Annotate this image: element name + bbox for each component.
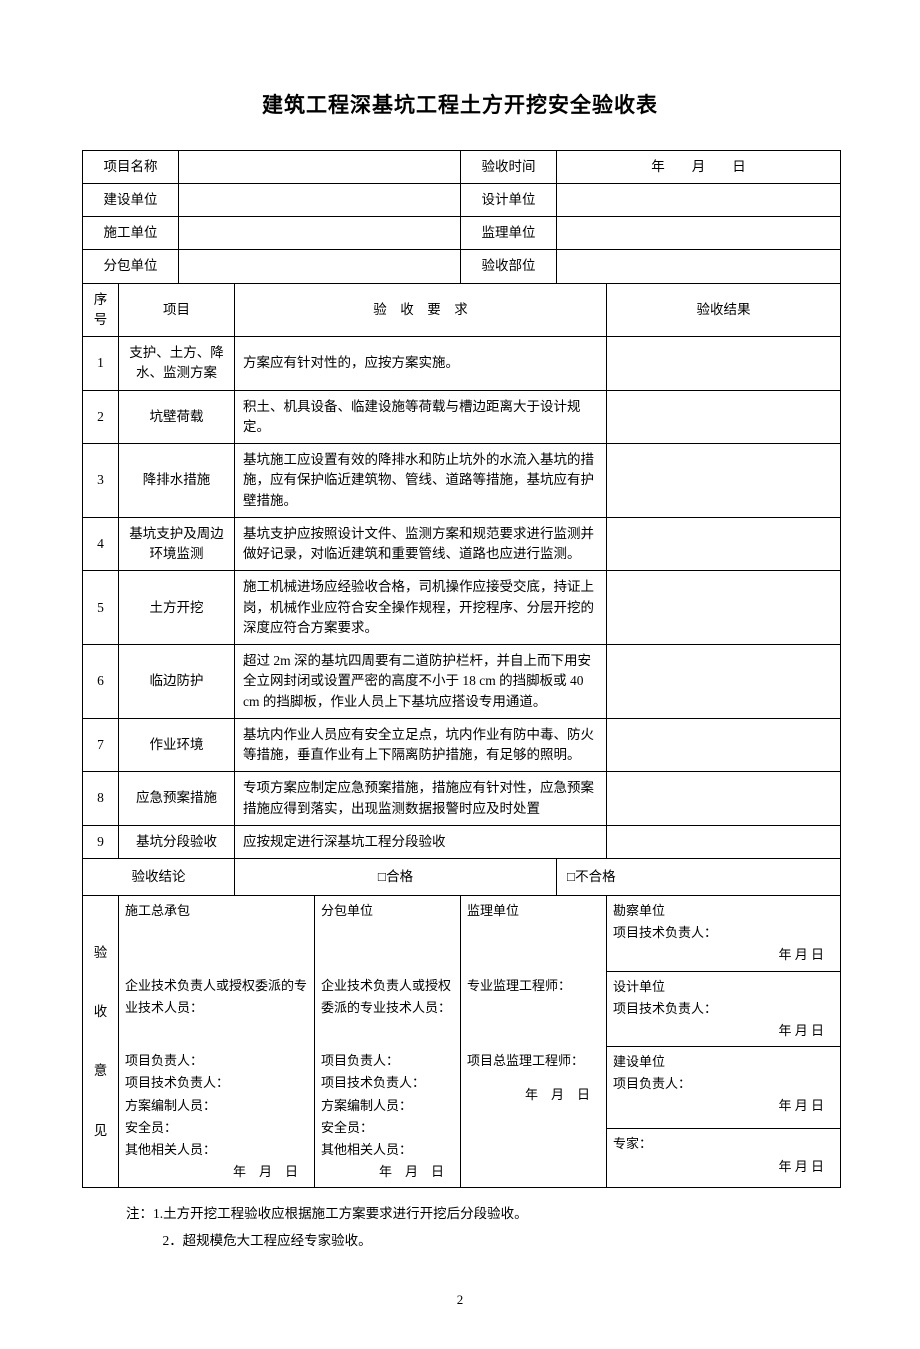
item-req: 基坑内作业人员应有安全立足点，坑内作业有防中毒、防火等措施，垂直作业有上下隔离防… xyxy=(235,718,607,772)
sig-col2-line1[interactable]: 企业技术负责人或授权委派的专业技术人员： xyxy=(315,971,461,1046)
item-name: 应急预案措施 xyxy=(119,772,235,826)
item-name: 支护、土方、降水、监测方案 xyxy=(119,337,235,391)
opinion-vert-label: 验 收 意 见 xyxy=(83,896,119,1188)
label-accept-part: 验收部位 xyxy=(461,250,557,283)
item-seq: 5 xyxy=(83,571,119,645)
item-name: 临边防护 xyxy=(119,645,235,719)
note-1: 注：1.土方开挖工程验收应根据施工方案要求进行开挖后分段验收。 xyxy=(126,1200,838,1227)
row-conclusion: 验收结论 □合格 □不合格 xyxy=(83,859,841,896)
item-name: 土方开挖 xyxy=(119,571,235,645)
item-req: 专项方案应制定应急预案措施，措施应有针对性，应急预案措施应得到落实，出现监测数据… xyxy=(235,772,607,826)
item-req: 施工机械进场应经验收合格，司机操作应接受交底，持证上岗，机械作业应符合安全操作规… xyxy=(235,571,607,645)
note-2: 2．超规模危大工程应经专家验收。 xyxy=(126,1227,838,1254)
sig-col1-line2[interactable]: 项目负责人： 项目技术负责人： 方案编制人员： 安全员： 其他相关人员： 年 月… xyxy=(119,1046,315,1187)
item-row-8: 8 应急预案措施 专项方案应制定应急预案措施，措施应有针对性，应急预案措施应得到… xyxy=(83,772,841,826)
item-name: 作业环境 xyxy=(119,718,235,772)
acceptance-form: 项目名称 验收时间 年 月 日 建设单位 设计单位 施工单位 监理单位 分包单位… xyxy=(82,150,841,1188)
item-req: 方案应有针对性的，应按方案实施。 xyxy=(235,337,607,391)
item-result[interactable] xyxy=(607,718,841,772)
row-col-header: 序号 项目 验 收 要 求 验收结果 xyxy=(83,283,841,337)
label-construct-unit: 施工单位 xyxy=(83,217,179,250)
item-row-1: 1 支护、土方、降水、监测方案 方案应有针对性的，应按方案实施。 xyxy=(83,337,841,391)
sig-col1-line1[interactable]: 企业技术负责人或授权委派的专业技术人员： xyxy=(119,971,315,1046)
notes-block: 注：1.土方开挖工程验收应根据施工方案要求进行开挖后分段验收。 2．超规模危大工… xyxy=(82,1200,838,1254)
sig-col2-title: 分包单位 xyxy=(315,896,461,971)
item-req: 基坑支护应按照设计文件、监测方案和规范要求进行监测并做好记录，对临近建筑和重要管… xyxy=(235,517,607,571)
sig-col2-line2[interactable]: 项目负责人： 项目技术负责人： 方案编制人员： 安全员： 其他相关人员： 年 月… xyxy=(315,1046,461,1187)
item-seq: 1 xyxy=(83,337,119,391)
col-req: 验 收 要 求 xyxy=(235,283,607,337)
item-name: 基坑分段验收 xyxy=(119,825,235,858)
item-seq: 7 xyxy=(83,718,119,772)
item-result[interactable] xyxy=(607,444,841,518)
item-row-9: 9 基坑分段验收 应按规定进行深基坑工程分段验收 xyxy=(83,825,841,858)
sig-col4-d[interactable]: 专家： 年 月 日 xyxy=(607,1129,841,1187)
row-build-unit: 建设单位 设计单位 xyxy=(83,183,841,216)
value-sub-unit[interactable] xyxy=(179,250,461,283)
label-build-unit: 建设单位 xyxy=(83,183,179,216)
item-result[interactable] xyxy=(607,517,841,571)
item-result[interactable] xyxy=(607,337,841,391)
col-item: 项目 xyxy=(119,283,235,337)
value-accept-time[interactable]: 年 月 日 xyxy=(557,150,841,183)
item-req: 应按规定进行深基坑工程分段验收 xyxy=(235,825,607,858)
sig-col3-line2[interactable]: 项目总监理工程师： 年 月 日 xyxy=(461,1046,607,1187)
item-result[interactable] xyxy=(607,825,841,858)
sig-col4-c[interactable]: 建设单位 项目负责人： 年 月 日 xyxy=(607,1046,841,1129)
row-opinion-line2: 项目负责人： 项目技术负责人： 方案编制人员： 安全员： 其他相关人员： 年 月… xyxy=(83,1046,841,1129)
page-number: 2 xyxy=(82,1290,838,1310)
label-accept-time: 验收时间 xyxy=(461,150,557,183)
item-row-7: 7 作业环境 基坑内作业人员应有安全立足点，坑内作业有防中毒、防火等措施，垂直作… xyxy=(83,718,841,772)
item-row-4: 4 基坑支护及周边环境监测 基坑支护应按照设计文件、监测方案和规范要求进行监测并… xyxy=(83,517,841,571)
row-sub-unit: 分包单位 验收部位 xyxy=(83,250,841,283)
item-name: 基坑支护及周边环境监测 xyxy=(119,517,235,571)
item-row-2: 2 坑壁荷载 积土、机具设备、临建设施等荷载与槽边距离大于设计规定。 xyxy=(83,390,841,444)
item-row-5: 5 土方开挖 施工机械进场应经验收合格，司机操作应接受交底，持证上岗，机械作业应… xyxy=(83,571,841,645)
item-seq: 2 xyxy=(83,390,119,444)
check-pass[interactable]: □合格 xyxy=(378,867,413,887)
item-seq: 9 xyxy=(83,825,119,858)
item-seq: 3 xyxy=(83,444,119,518)
item-seq: 4 xyxy=(83,517,119,571)
check-fail[interactable]: □不合格 xyxy=(567,867,616,887)
item-req: 积土、机具设备、临建设施等荷载与槽边距离大于设计规定。 xyxy=(235,390,607,444)
item-result[interactable] xyxy=(607,571,841,645)
page-title: 建筑工程深基坑工程土方开挖安全验收表 xyxy=(82,90,838,122)
row-opinion-line1: 企业技术负责人或授权委派的专业技术人员： 企业技术负责人或授权委派的专业技术人员… xyxy=(83,971,841,1046)
label-project-name: 项目名称 xyxy=(83,150,179,183)
row-project-name: 项目名称 验收时间 年 月 日 xyxy=(83,150,841,183)
label-supervise-unit: 监理单位 xyxy=(461,217,557,250)
col-result: 验收结果 xyxy=(607,283,841,337)
item-result[interactable] xyxy=(607,390,841,444)
item-name: 降排水措施 xyxy=(119,444,235,518)
value-design-unit[interactable] xyxy=(557,183,841,216)
sig-col3-line1[interactable]: 专业监理工程师： xyxy=(461,971,607,1046)
item-seq: 6 xyxy=(83,645,119,719)
item-name: 坑壁荷载 xyxy=(119,390,235,444)
label-design-unit: 设计单位 xyxy=(461,183,557,216)
conclusion-label: 验收结论 xyxy=(83,859,235,896)
value-project-name[interactable] xyxy=(179,150,461,183)
label-sub-unit: 分包单位 xyxy=(83,250,179,283)
row-construct-unit: 施工单位 监理单位 xyxy=(83,217,841,250)
value-supervise-unit[interactable] xyxy=(557,217,841,250)
col-seq: 序号 xyxy=(83,283,119,337)
item-result[interactable] xyxy=(607,645,841,719)
sig-col1-title: 施工总承包 xyxy=(119,896,315,971)
item-result[interactable] xyxy=(607,772,841,826)
item-row-3: 3 降排水措施 基坑施工应设置有效的降排水和防止坑外的水流入基坑的措施，应有保护… xyxy=(83,444,841,518)
item-row-6: 6 临边防护 超过 2m 深的基坑四周要有二道防护栏杆，并自上而下用安全立网封闭… xyxy=(83,645,841,719)
value-accept-part[interactable] xyxy=(557,250,841,283)
value-build-unit[interactable] xyxy=(179,183,461,216)
item-seq: 8 xyxy=(83,772,119,826)
sig-col4-b[interactable]: 设计单位 项目技术负责人： 年 月 日 xyxy=(607,971,841,1046)
item-req: 基坑施工应设置有效的降排水和防止坑外的水流入基坑的措施，应有保护临近建筑物、管线… xyxy=(235,444,607,518)
sig-col3-title: 监理单位 xyxy=(461,896,607,971)
row-opinion-titles: 验 收 意 见 施工总承包 分包单位 监理单位 勘察单位 项目技术负责人： 年 … xyxy=(83,896,841,971)
value-construct-unit[interactable] xyxy=(179,217,461,250)
item-req: 超过 2m 深的基坑四周要有二道防护栏杆，并自上而下用安全立网封闭或设置严密的高… xyxy=(235,645,607,719)
sig-col4-a[interactable]: 勘察单位 项目技术负责人： 年 月 日 xyxy=(607,896,841,971)
